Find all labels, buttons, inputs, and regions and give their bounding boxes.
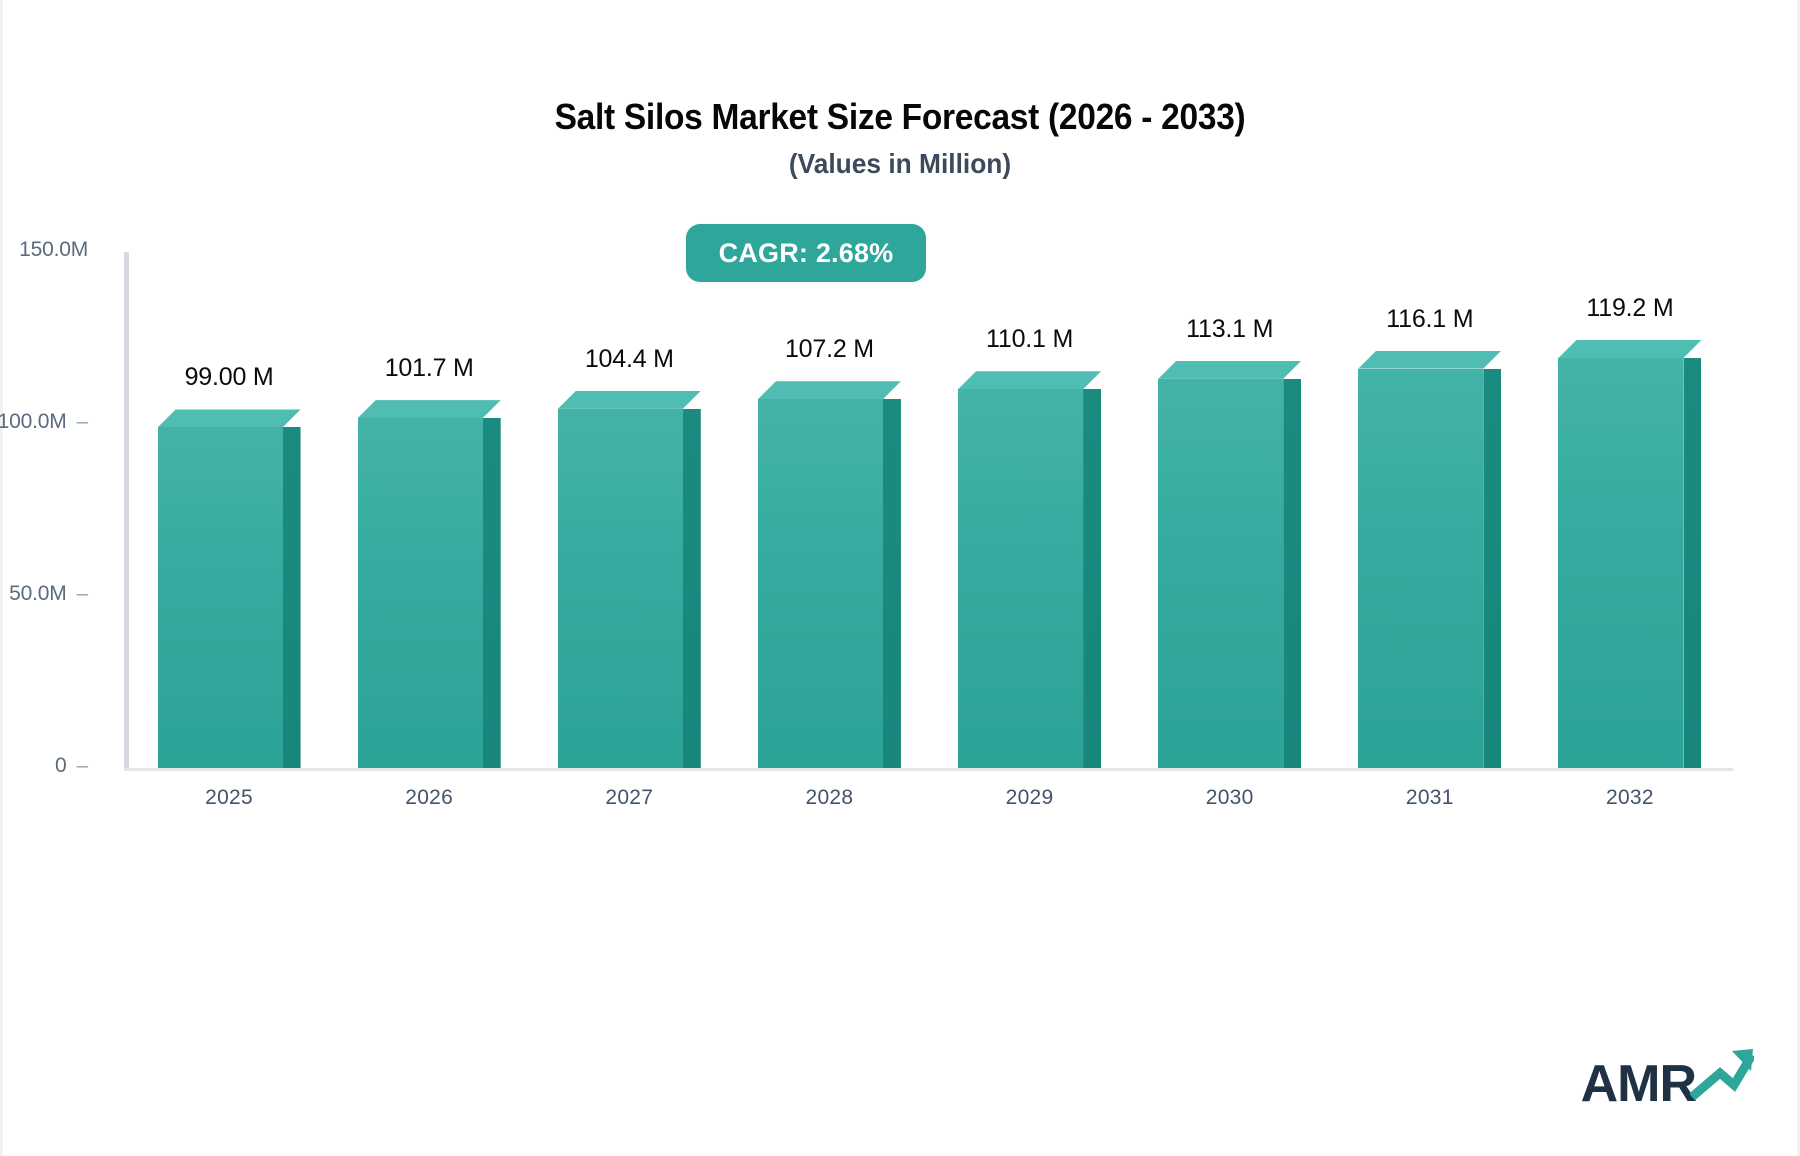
- bar-front-face: [557, 408, 683, 768]
- bar-value-label: 119.2 M: [1586, 293, 1674, 322]
- bar-2032[interactable]: [1558, 339, 1702, 768]
- bar-value-label: 107.2 M: [784, 335, 874, 364]
- bar-top-face: [1358, 350, 1502, 369]
- bar-top-face: [157, 409, 301, 428]
- bar-value-label: 113.1 M: [1186, 314, 1274, 343]
- bar-2029[interactable]: [958, 371, 1102, 768]
- bar-side-face: [882, 399, 901, 768]
- cagr-badge: CAGR: 2.68%: [686, 224, 926, 282]
- bar-front-face: [1558, 357, 1684, 768]
- bar-top-face: [557, 390, 701, 409]
- bar-side-face: [282, 427, 301, 768]
- x-tick-label: 2031: [1405, 786, 1454, 809]
- bar-value-label: 101.7 M: [384, 354, 474, 383]
- y-tick-label: 50.0M –: [0, 582, 88, 606]
- bar-2031[interactable]: [1358, 350, 1502, 768]
- bar-2027[interactable]: [557, 390, 701, 768]
- cagr-badge-label: CAGR: 2.68%: [718, 237, 894, 268]
- bar-front-face: [757, 399, 883, 768]
- bar-front-face: [1158, 378, 1284, 768]
- y-tick-text: 100.0M: [0, 410, 67, 433]
- bar-front-face: [958, 389, 1084, 768]
- bar-value-label: 104.4 M: [584, 344, 674, 373]
- bar-side-face: [1683, 357, 1702, 768]
- bar-2028[interactable]: [757, 381, 901, 768]
- bar-top-face: [757, 381, 901, 400]
- bar-side-face: [1483, 368, 1502, 768]
- bar-top-face: [357, 400, 501, 419]
- bar-front-face: [157, 427, 283, 768]
- bar-2025[interactable]: [157, 409, 301, 768]
- y-tick-mark: –: [76, 582, 89, 605]
- x-tick-label: 2027: [605, 786, 654, 809]
- y-tick-mark: –: [76, 410, 89, 433]
- y-tick-text: 150.0M: [19, 238, 88, 261]
- logo-wordmark: AMR: [1580, 1055, 1697, 1113]
- y-tick-text: 0: [55, 754, 67, 777]
- y-axis-line: [124, 252, 129, 770]
- bar-side-face: [682, 408, 701, 768]
- x-axis-line: [124, 768, 1733, 771]
- bar-side-face: [482, 418, 501, 768]
- x-tick-label: 2029: [1005, 786, 1054, 809]
- bar-2030[interactable]: [1158, 360, 1302, 768]
- chart-subtitle: (Values in Million): [788, 148, 1012, 179]
- growth-arrow-icon: [1689, 1045, 1756, 1106]
- bar-top-face: [1558, 339, 1702, 358]
- bar-value-label: 110.1 M: [986, 325, 1074, 354]
- x-tick-label: 2030: [1205, 786, 1254, 809]
- bar-top-face: [958, 371, 1102, 390]
- bar-top-face: [1158, 360, 1302, 379]
- x-tick-label: 2026: [405, 786, 454, 809]
- chart-title: Salt Silos Market Size Forecast (2026 - …: [554, 96, 1246, 137]
- amr-logo: AMR: [1580, 1045, 1756, 1113]
- y-tick-label: 0–: [0, 754, 88, 778]
- y-tick-text: 50.0M: [9, 582, 67, 605]
- y-tick-mark: –: [76, 754, 89, 777]
- bar-2026[interactable]: [357, 400, 501, 768]
- x-tick-label: 2032: [1605, 786, 1654, 809]
- bar-value-label: 116.1 M: [1386, 304, 1474, 333]
- y-tick-label: 100.0M –: [0, 410, 88, 434]
- x-tick-label: 2025: [205, 786, 254, 809]
- bar-value-label: 99.00 M: [184, 363, 274, 392]
- bar-side-face: [1283, 378, 1302, 768]
- bar-front-face: [357, 418, 483, 768]
- bar-side-face: [1083, 389, 1102, 768]
- bar-front-face: [1358, 368, 1484, 768]
- y-tick-label: 150.0M: [0, 238, 88, 262]
- x-tick-label: 2028: [805, 786, 854, 809]
